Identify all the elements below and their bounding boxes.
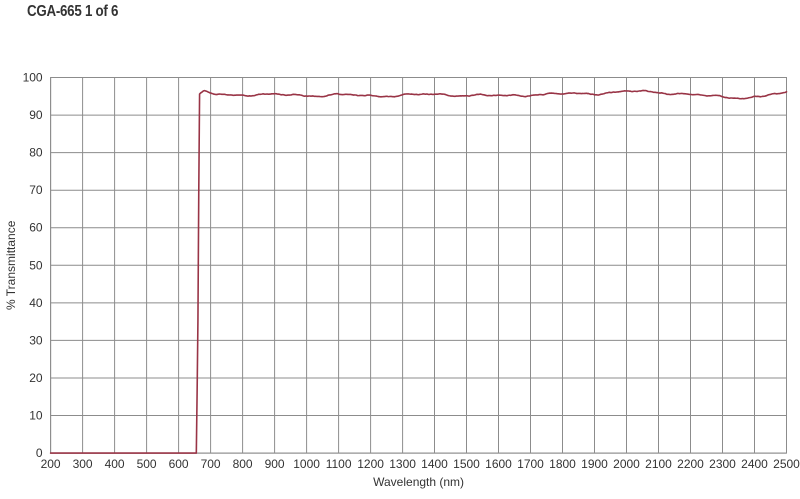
svg-text:80: 80: [29, 146, 43, 160]
svg-text:2500: 2500: [773, 457, 800, 471]
svg-text:60: 60: [29, 221, 43, 235]
svg-text:100: 100: [23, 71, 43, 85]
svg-text:1800: 1800: [549, 457, 576, 471]
svg-text:2000: 2000: [613, 457, 640, 471]
svg-text:40: 40: [29, 296, 43, 310]
svg-text:800: 800: [233, 457, 253, 471]
svg-text:1400: 1400: [421, 457, 448, 471]
svg-text:700: 700: [201, 457, 221, 471]
svg-text:1700: 1700: [517, 457, 544, 471]
svg-text:1200: 1200: [357, 457, 384, 471]
svg-text:70: 70: [29, 183, 43, 197]
svg-text:400: 400: [105, 457, 125, 471]
svg-text:2100: 2100: [645, 457, 672, 471]
svg-text:1000: 1000: [293, 457, 320, 471]
svg-text:200: 200: [41, 457, 61, 471]
svg-text:30: 30: [29, 333, 43, 347]
svg-text:1500: 1500: [453, 457, 480, 471]
svg-text:1100: 1100: [326, 457, 352, 471]
svg-text:0: 0: [36, 446, 43, 460]
svg-text:20: 20: [29, 371, 43, 385]
svg-text:1300: 1300: [389, 457, 416, 471]
svg-text:600: 600: [169, 457, 189, 471]
svg-text:2300: 2300: [709, 457, 736, 471]
svg-text:10: 10: [29, 409, 43, 423]
svg-text:2400: 2400: [741, 457, 768, 471]
svg-text:90: 90: [29, 108, 43, 122]
svg-text:1600: 1600: [485, 457, 512, 471]
svg-text:Wavelength (nm): Wavelength (nm): [373, 475, 464, 489]
svg-text:500: 500: [137, 457, 157, 471]
svg-text:50: 50: [29, 258, 43, 272]
svg-text:900: 900: [265, 457, 285, 471]
svg-text:300: 300: [73, 457, 93, 471]
svg-text:2200: 2200: [677, 457, 704, 471]
svg-text:1900: 1900: [581, 457, 608, 471]
svg-text:% Transmittance: % Transmittance: [4, 220, 18, 310]
